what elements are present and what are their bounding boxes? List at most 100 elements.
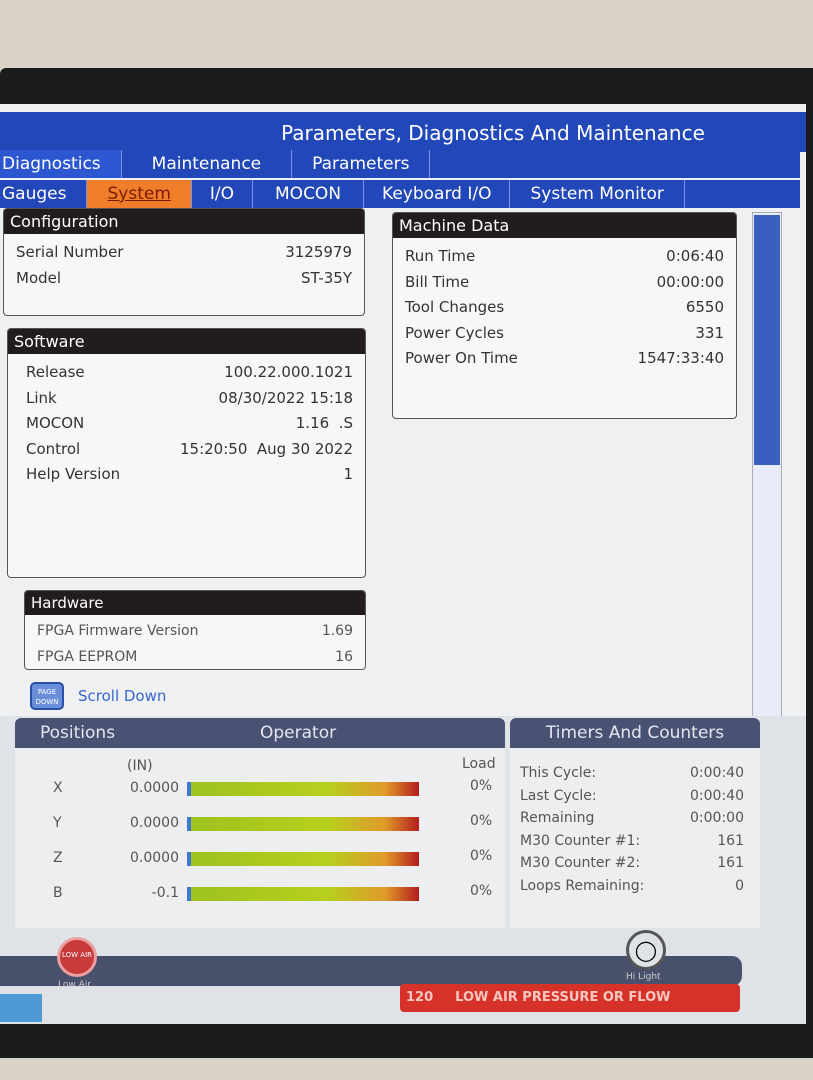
- control-screen: Parameters, Diagnostics And Maintenance …: [0, 104, 806, 1024]
- value: 6550: [685, 298, 724, 316]
- label: Model: [16, 268, 62, 287]
- timer-row: Last Cycle: 0:00:40: [510, 785, 760, 808]
- timers-title: Timers And Counters: [510, 718, 760, 748]
- label: Remaining: [520, 810, 595, 826]
- tab-gauges[interactable]: Gauges: [0, 180, 88, 208]
- value: 0: [735, 877, 744, 894]
- load-header: Load: [462, 756, 496, 772]
- status-bar: [0, 956, 742, 986]
- value: 1: [343, 465, 353, 483]
- value: 3125979: [285, 243, 352, 261]
- scroll-down-button[interactable]: PAGE DOWN Scroll Down: [30, 682, 166, 710]
- hardware-row: FPGA Firmware Version 1.69: [25, 619, 365, 645]
- value: 331: [695, 323, 724, 342]
- label: Power On Time: [405, 349, 518, 367]
- page-down-icon: PAGE DOWN: [30, 682, 64, 710]
- axis-position: -0.1: [151, 885, 179, 901]
- low-air-icon: LOW AIR: [57, 937, 97, 977]
- value: 161: [717, 855, 744, 871]
- axis-load: 0%: [470, 848, 493, 864]
- positions-title: Positions: [40, 723, 116, 743]
- primary-tabs: Diagnostics Maintenance Parameters: [0, 150, 800, 178]
- scrollbar[interactable]: [752, 212, 782, 772]
- secondary-tabs: Gauges System I/O MOCON Keyboard I/O Sys…: [0, 180, 800, 208]
- value: 1547:33:40: [637, 349, 724, 367]
- value: 100.22.000.1021: [224, 363, 353, 381]
- tab-parameters[interactable]: Parameters: [292, 150, 431, 178]
- value: 0:00:40: [690, 787, 744, 804]
- label: This Cycle:: [520, 765, 597, 781]
- value: 1.69: [321, 623, 353, 639]
- axis-load-bar: [187, 852, 419, 866]
- value: 00:00:00: [656, 272, 724, 291]
- hardware-row: FPGA EEPROM 16: [25, 645, 365, 671]
- tab-diagnostics[interactable]: Diagnostics: [0, 150, 122, 178]
- axis-position: 0.0000: [130, 850, 179, 866]
- blue-indicator: [0, 994, 42, 1022]
- axis-load-bar: [187, 887, 419, 901]
- tab-keyboard-io[interactable]: Keyboard I/O: [364, 180, 511, 208]
- label: M30 Counter #1:: [520, 832, 641, 849]
- alarm-banner[interactable]: 120 LOW AIR PRESSURE OR FLOW: [400, 984, 740, 1012]
- value: 0:00:40: [690, 765, 744, 781]
- value: 1.16 .S: [295, 414, 353, 432]
- value: 08/30/2022 15:18: [218, 388, 353, 407]
- value: 16: [335, 648, 353, 665]
- label: Link: [26, 388, 57, 407]
- value: 0:06:40: [666, 247, 724, 265]
- tab-system-monitor[interactable]: System Monitor: [510, 180, 685, 208]
- axis-label: Y: [53, 815, 62, 831]
- positions-mode: Operator: [260, 723, 337, 743]
- hi-light-label: Hi Light: [626, 972, 661, 982]
- axis-label: Z: [53, 850, 63, 866]
- axis-load: 0%: [470, 813, 493, 829]
- label: Serial Number: [16, 243, 124, 261]
- timers-panel: Timers And Counters This Cycle: 0:00:40 La…: [510, 718, 760, 928]
- machine-data-row: Power On Time 1547:33:40: [393, 346, 736, 372]
- timer-row: M30 Counter #1: 161: [510, 830, 760, 853]
- axis-load-bar: [187, 782, 419, 796]
- label: FPGA Firmware Version: [37, 623, 199, 639]
- low-air-label: Low Air: [58, 980, 91, 990]
- axis-label: B: [53, 885, 63, 901]
- timer-row: Loops Remaining: 0: [510, 875, 760, 898]
- hardware-panel: Hardware FPGA Firmware Version 1.69 FPGA …: [24, 590, 366, 670]
- axis-position: 0.0000: [130, 815, 179, 831]
- tab-mocon[interactable]: MOCON: [253, 180, 365, 208]
- label: Help Version: [26, 465, 121, 483]
- label: Last Cycle:: [520, 787, 597, 804]
- axis-label: X: [53, 780, 63, 796]
- value: 161: [717, 832, 744, 849]
- label: Run Time: [405, 247, 476, 265]
- axis-load-bar: [187, 817, 419, 831]
- axis-load: 0%: [470, 778, 493, 794]
- machine-data-row: Tool Changes 6550: [393, 295, 736, 321]
- light-bulb-icon[interactable]: ◯: [626, 930, 666, 970]
- software-row: Release 100.22.000.1021: [14, 360, 365, 386]
- tab-io[interactable]: I/O: [192, 180, 254, 208]
- value: 15:20:50 Aug 30 2022: [180, 439, 353, 458]
- timer-row: M30 Counter #2: 161: [510, 852, 760, 875]
- configuration-title: Configuration: [4, 209, 364, 234]
- tab-maintenance[interactable]: Maintenance: [122, 150, 293, 178]
- config-row: Model ST-35Y: [4, 266, 364, 292]
- label: M30 Counter #2:: [520, 855, 641, 871]
- machine-data-row: Run Time 0:06:40: [393, 244, 736, 270]
- software-title: Software: [8, 329, 365, 354]
- label: Power Cycles: [405, 323, 504, 342]
- value: ST-35Y: [301, 268, 352, 287]
- scroll-down-label: Scroll Down: [78, 687, 167, 705]
- window-title: Parameters, Diagnostics And Maintenance: [0, 112, 806, 152]
- value: 0:00:00: [690, 810, 744, 826]
- machine-data-row: Bill Time 00:00:00: [393, 270, 736, 296]
- configuration-panel: Configuration Serial Number 3125979 Model…: [3, 208, 365, 316]
- timer-row: This Cycle: 0:00:40: [510, 762, 760, 785]
- axis-load: 0%: [470, 883, 493, 899]
- label: Tool Changes: [405, 298, 505, 316]
- unit-label: (IN): [127, 758, 153, 774]
- axis-position: 0.0000: [130, 780, 179, 796]
- tab-system[interactable]: System: [87, 180, 192, 208]
- machine-data-title: Machine Data: [393, 213, 736, 238]
- machine-data-panel: Machine Data Run Time 0:06:40 Bill Time 00…: [392, 212, 737, 419]
- scrollbar-thumb[interactable]: [754, 215, 780, 465]
